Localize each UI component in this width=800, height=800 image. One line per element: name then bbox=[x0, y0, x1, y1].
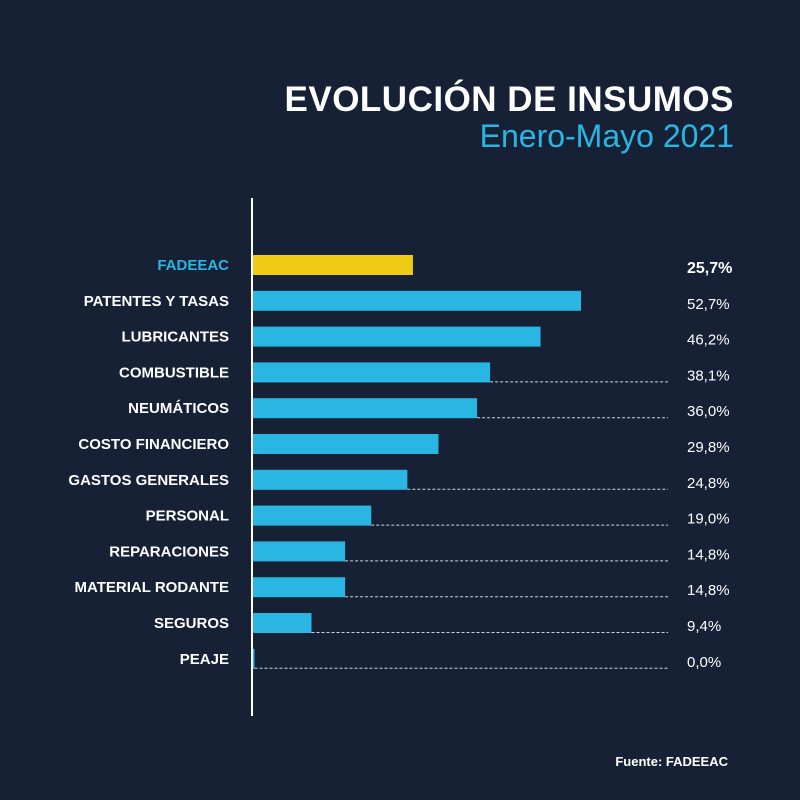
value-label: 29,8% bbox=[687, 439, 730, 456]
value-label: 38,1% bbox=[687, 367, 730, 384]
bar-5 bbox=[253, 434, 439, 454]
chart-title: EVOLUCIÓN DE INSUMOS bbox=[284, 80, 734, 119]
bar-1 bbox=[253, 290, 581, 311]
value-label: 46,2% bbox=[687, 332, 730, 349]
category-label: PEAJE bbox=[180, 651, 229, 668]
category-label: SEGUROS bbox=[154, 615, 229, 632]
bar-3 bbox=[253, 362, 491, 383]
source-note: Fuente: FADEEAC bbox=[615, 754, 728, 769]
category-label: LUBRICANTES bbox=[122, 329, 230, 346]
bar-6 bbox=[253, 469, 408, 490]
value-label: 36,0% bbox=[687, 403, 730, 420]
bar-7 bbox=[253, 505, 372, 526]
bar-8 bbox=[253, 541, 346, 562]
bar-10 bbox=[253, 613, 312, 633]
category-label: NEUMÁTICOS bbox=[128, 400, 229, 417]
value-label: 19,0% bbox=[687, 511, 730, 528]
category-label: MATERIAL RODANTE bbox=[75, 579, 229, 596]
bar-9 bbox=[253, 577, 346, 598]
bar-11 bbox=[253, 648, 255, 669]
value-label: 9,4% bbox=[687, 618, 721, 635]
category-label: PATENTES Y TASAS bbox=[84, 293, 229, 310]
category-label: COSTO FINANCIERO bbox=[78, 436, 229, 453]
value-label: 14,8% bbox=[687, 546, 730, 563]
value-label: 0,0% bbox=[687, 654, 721, 671]
bar-2 bbox=[253, 326, 541, 347]
value-label: 52,7% bbox=[687, 296, 730, 313]
value-label: 14,8% bbox=[687, 582, 730, 599]
chart-subtitle: Enero-Mayo 2021 bbox=[479, 118, 734, 154]
category-label: PERSONAL bbox=[146, 508, 229, 525]
category-label: GASTOS GENERALES bbox=[68, 472, 229, 489]
category-label: FADEEAC bbox=[157, 257, 229, 274]
category-label: COMBUSTIBLE bbox=[119, 364, 229, 381]
category-label: REPARACIONES bbox=[109, 543, 229, 560]
bar-0 bbox=[253, 255, 413, 275]
bar-4 bbox=[253, 398, 478, 419]
value-label: 24,8% bbox=[687, 475, 730, 492]
value-label: 25,7% bbox=[687, 260, 732, 277]
